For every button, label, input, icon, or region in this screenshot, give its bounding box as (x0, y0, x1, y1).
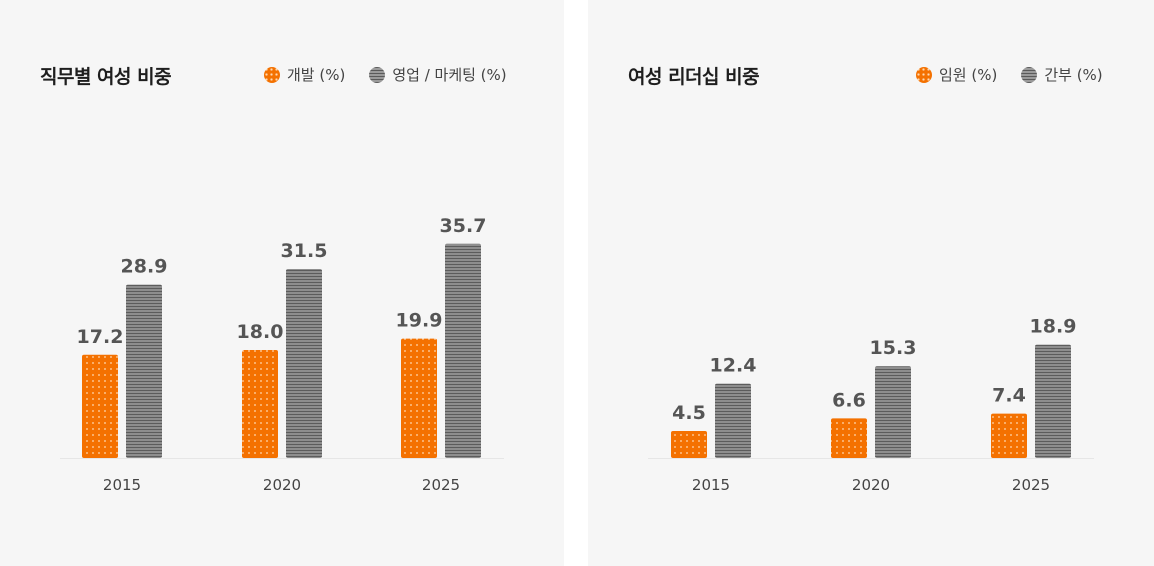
legend-label: 간부 (%) (1044, 66, 1103, 84)
x-tick-label: 2015 (103, 476, 141, 494)
bar-value-label: 18.0 (237, 321, 284, 343)
bar-gray (875, 366, 911, 458)
chart-panel-leadership: 여성 리더십 비중 임원 (%) 간부 (%) 4.5 12.4 2015 6.6 15… (588, 0, 1154, 566)
bar-value-label: 17.2 (77, 326, 124, 348)
bar-orange (242, 350, 278, 458)
legend-item-sales: 영업 / 마케팅 (%) (369, 64, 507, 85)
chart-legend: 개발 (%) 영업 / 마케팅 (%) (264, 64, 507, 85)
legend-swatch-lines-icon (369, 66, 386, 83)
bar-gray (445, 243, 481, 458)
x-tick-label: 2020 (852, 476, 890, 494)
bar-orange (831, 418, 867, 458)
x-tick-label: 2025 (1012, 476, 1050, 494)
legend-item-executive: 임원 (%) (916, 64, 997, 85)
bar-value-label: 35.7 (440, 215, 487, 237)
legend-swatch-lines-icon (1021, 66, 1038, 83)
legend-swatch-dots-icon (916, 66, 932, 83)
bar-gray (286, 269, 322, 458)
chart-title: 여성 리더십 비중 (628, 66, 760, 88)
bar-orange (671, 431, 707, 458)
bar-gray (1035, 344, 1071, 458)
bar-value-label: 19.9 (396, 310, 443, 332)
legend-label: 임원 (%) (939, 66, 998, 84)
bar-gray (715, 383, 751, 458)
chart-legend: 임원 (%) 간부 (%) (916, 64, 1103, 85)
bar-value-label: 6.6 (832, 389, 866, 411)
bar-value-label: 7.4 (992, 385, 1026, 407)
chart-panel-job-ratio: 직무별 여성 비중 개발 (%) 영업 / 마케팅 (%) 17.2 28.9 20… (0, 0, 564, 566)
bar-chart-leadership: 4.5 12.4 2015 6.6 15.3 2020 7.4 18.9 2025 (648, 316, 1094, 494)
bar-value-label: 28.9 (121, 256, 168, 278)
bar-value-label: 15.3 (870, 337, 917, 359)
x-tick-label: 2020 (263, 476, 301, 494)
legend-swatch-dots-icon (264, 66, 280, 83)
bar-value-label: 31.5 (281, 240, 328, 262)
bar-value-label: 4.5 (672, 402, 706, 424)
bar-chart-job-ratio: 17.2 28.9 2015 18.0 31.5 2020 19.9 35.7 2025 (60, 215, 504, 494)
bar-gray (126, 284, 162, 458)
bar-value-label: 18.9 (1030, 316, 1077, 338)
legend-item-manager: 간부 (%) (1021, 64, 1103, 85)
chart-title: 직무별 여성 비중 (40, 66, 172, 88)
bar-value-label: 12.4 (710, 355, 757, 377)
legend-item-dev: 개발 (%) (264, 64, 345, 85)
bar-orange (401, 338, 437, 458)
x-tick-label: 2025 (422, 476, 460, 494)
x-tick-label: 2015 (692, 476, 730, 494)
legend-label: 영업 / 마케팅 (%) (392, 66, 507, 84)
legend-label: 개발 (%) (287, 66, 346, 84)
bar-orange (991, 413, 1027, 458)
bar-orange (82, 354, 118, 458)
